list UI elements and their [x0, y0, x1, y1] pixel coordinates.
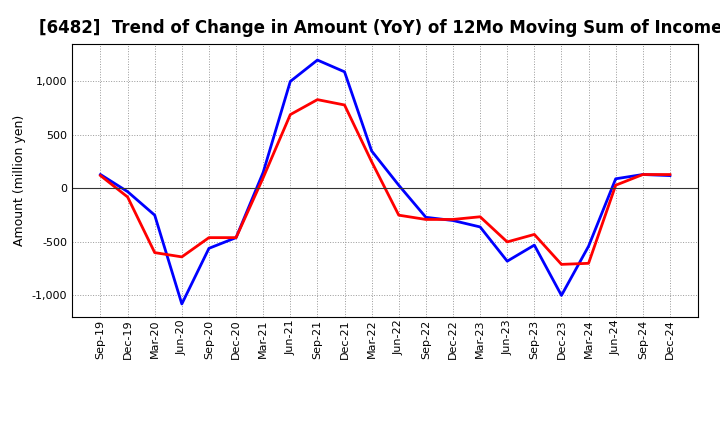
Net Income: [611, 183, 620, 188]
Ordinary Income: [503, 259, 511, 264]
Net Income: [341, 103, 349, 108]
Net Income: [639, 172, 647, 177]
Ordinary Income: [178, 301, 186, 307]
Ordinary Income: [286, 79, 294, 84]
Line: Net Income: Net Income: [101, 99, 670, 264]
Ordinary Income: [367, 148, 376, 154]
Net Income: [665, 172, 674, 177]
Ordinary Income: [421, 215, 430, 220]
Net Income: [123, 194, 132, 200]
Net Income: [395, 213, 403, 218]
Net Income: [286, 112, 294, 117]
Ordinary Income: [449, 218, 457, 223]
Ordinary Income: [611, 176, 620, 181]
Ordinary Income: [150, 213, 159, 218]
Y-axis label: Amount (million yen): Amount (million yen): [13, 115, 26, 246]
Line: Ordinary Income: Ordinary Income: [101, 60, 670, 304]
Ordinary Income: [204, 246, 213, 251]
Net Income: [476, 214, 485, 220]
Net Income: [367, 159, 376, 164]
Ordinary Income: [395, 183, 403, 188]
Ordinary Income: [557, 293, 566, 298]
Net Income: [557, 262, 566, 267]
Ordinary Income: [639, 172, 647, 177]
Net Income: [178, 254, 186, 260]
Net Income: [204, 235, 213, 240]
Net Income: [449, 217, 457, 222]
Net Income: [584, 260, 593, 266]
Ordinary Income: [259, 170, 268, 175]
Ordinary Income: [232, 235, 240, 240]
Ordinary Income: [530, 242, 539, 248]
Net Income: [232, 235, 240, 240]
Net Income: [259, 175, 268, 180]
Net Income: [530, 232, 539, 237]
Net Income: [96, 173, 105, 178]
Ordinary Income: [476, 224, 485, 230]
Ordinary Income: [341, 69, 349, 74]
Net Income: [421, 217, 430, 222]
Ordinary Income: [665, 173, 674, 178]
Ordinary Income: [313, 57, 322, 62]
Net Income: [150, 250, 159, 255]
Net Income: [313, 97, 322, 102]
Ordinary Income: [584, 244, 593, 249]
Ordinary Income: [123, 189, 132, 194]
Title: [6482]  Trend of Change in Amount (YoY) of 12Mo Moving Sum of Incomes: [6482] Trend of Change in Amount (YoY) o…: [38, 19, 720, 37]
Ordinary Income: [96, 172, 105, 177]
Net Income: [503, 239, 511, 245]
